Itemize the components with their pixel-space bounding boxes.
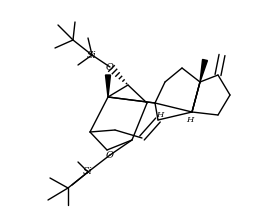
Polygon shape <box>105 75 111 97</box>
Text: Si: Si <box>83 168 93 176</box>
Text: O: O <box>106 63 114 71</box>
Text: Si: Si <box>87 50 97 59</box>
Text: O: O <box>106 151 114 159</box>
Text: H: H <box>156 111 164 119</box>
Polygon shape <box>200 59 207 82</box>
Text: H: H <box>186 116 194 124</box>
